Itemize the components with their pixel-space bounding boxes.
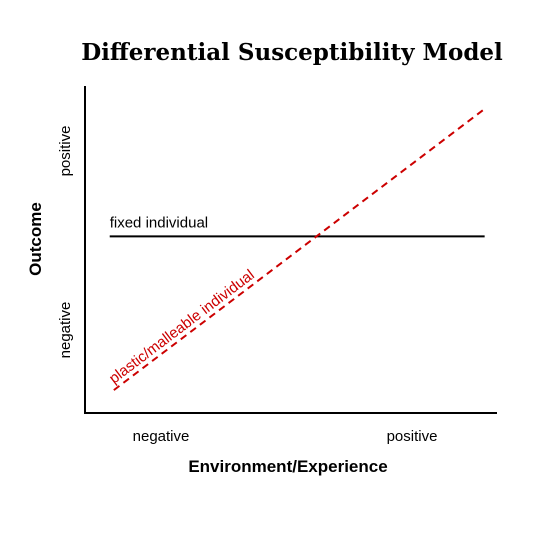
series-label-fixed-individual: fixed individual: [110, 214, 208, 231]
y-tick-label-positive: positive: [57, 126, 74, 177]
x-tick-label-positive: positive: [387, 428, 438, 445]
x-axis-label: Environment/Experience: [188, 457, 387, 476]
x-tick-label-negative: negative: [133, 428, 190, 445]
series-line-plastic-malleable-individual: [113, 108, 486, 391]
y-tick-label-negative: negative: [57, 302, 74, 359]
series-label-plastic-malleable-individual: plastic/malleable individual: [106, 266, 258, 387]
series-layer: fixed individual plastic/malleable indivi…: [106, 108, 486, 391]
y-axis-label: Outcome: [26, 202, 45, 276]
chart-title: Differential Susceptibility Model: [81, 39, 503, 66]
